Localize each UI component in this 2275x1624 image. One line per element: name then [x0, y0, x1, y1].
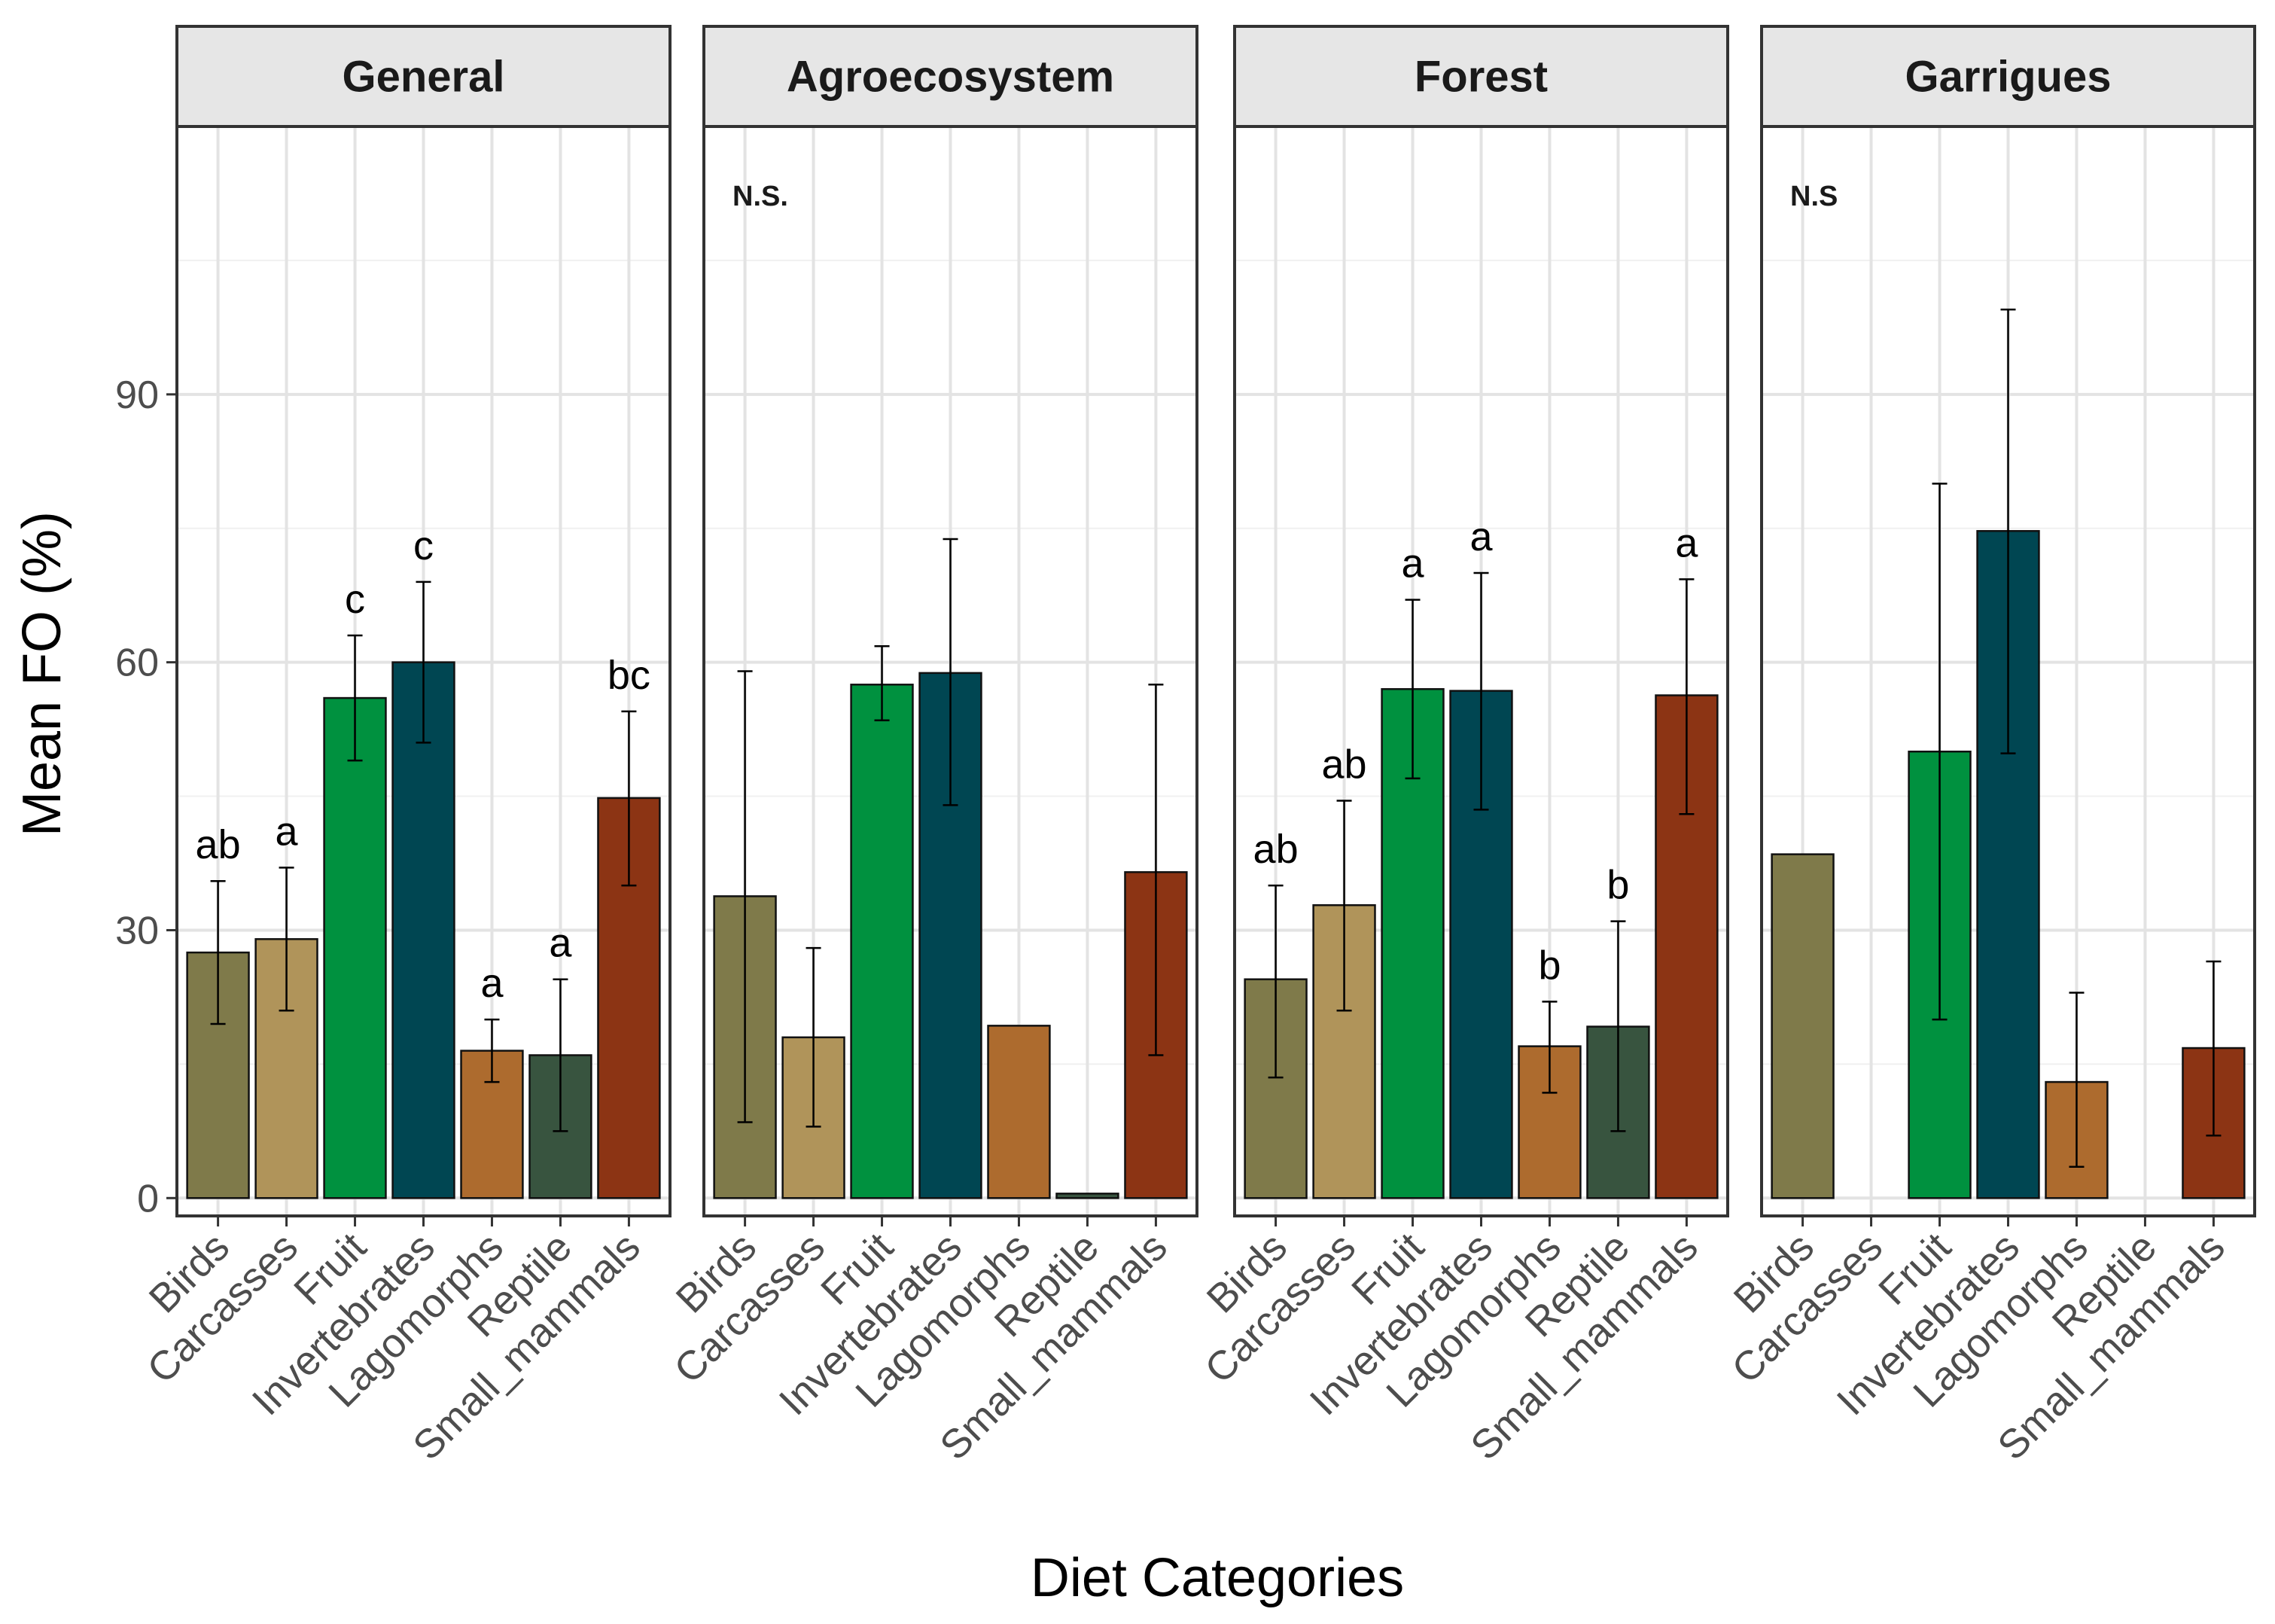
significance-letter: ab: [196, 822, 241, 867]
significance-letter: bc: [608, 653, 650, 698]
significance-letter: c: [413, 523, 434, 568]
bar-fruit: [323, 696, 387, 1199]
significance-letter: c: [345, 577, 365, 622]
facet-strip: [1233, 25, 1729, 128]
bar-fruit: [850, 684, 914, 1199]
y-tick-label: 0: [137, 1177, 159, 1220]
significance-letter: b: [1538, 943, 1561, 988]
error-bar-fruit: [347, 634, 363, 762]
bar-reptile: [1055, 1193, 1119, 1199]
significance-letter: ab: [1253, 827, 1299, 872]
error-bar-fruit: [1932, 483, 1948, 1021]
error-bar-fruit: [874, 645, 890, 721]
error-bar-carcasses: [1336, 800, 1352, 1012]
facet-strip-label: General: [343, 53, 505, 102]
panel-agroecosystem: N.S.AgroecosystemBirdsCarcassesFruitInve…: [665, 25, 1198, 1469]
error-bar-invertebrates: [1473, 571, 1489, 811]
error-bar-lagomorphs: [1542, 1001, 1558, 1094]
y-axis: 0 30 60 90: [115, 373, 177, 1220]
facet-strip: [1760, 25, 2256, 128]
error-bar-invertebrates: [416, 580, 431, 744]
panels: ab accaabcGeneralBirdsCarcassesFruitInver…: [139, 25, 2256, 1469]
facet-strip-label: Agroecosystem: [787, 53, 1114, 102]
facet-strip: [702, 25, 1198, 128]
error-bar-carcasses: [279, 867, 294, 1012]
significance-letter: ab: [1322, 742, 1367, 787]
error-bar-invertebrates: [943, 538, 958, 806]
x-axis-title: Diet Categories: [1031, 1548, 1404, 1608]
facet-strip: [175, 25, 672, 128]
error-bar-small_mammals: [2206, 960, 2222, 1137]
error-bar-birds: [210, 879, 226, 1025]
error-bar-lagomorphs: [484, 1018, 500, 1083]
facet-strip-label: Garrigues: [1905, 53, 2112, 102]
significance-annotation: N.S: [1790, 181, 1838, 212]
y-tick-label: 30: [115, 909, 159, 952]
error-bar-small_mammals: [1148, 684, 1164, 1056]
significance-letter: a: [480, 961, 504, 1006]
error-bar-birds: [737, 670, 753, 1123]
error-bar-lagomorphs: [2069, 992, 2085, 1168]
error-bar-fruit: [1405, 599, 1421, 780]
y-axis-title: Mean FO (%): [12, 511, 72, 836]
significance-letter: b: [1607, 863, 1629, 908]
panel-garrigues: N.SGarriguesBirdsCarcassesFruitInvertebr…: [1723, 25, 2256, 1469]
y-tick-label: 60: [115, 641, 159, 685]
significance-annotation: N.S.: [732, 181, 788, 212]
error-bar-birds: [1268, 884, 1284, 1079]
significance-letter: a: [1675, 520, 1698, 565]
significance-letter: a: [1469, 514, 1493, 559]
error-bar-invertebrates: [2000, 308, 2016, 754]
error-bar-reptile: [1610, 920, 1626, 1132]
significance-letter: a: [549, 921, 572, 966]
y-tick-label: 90: [115, 373, 159, 417]
error-bar-carcasses: [806, 946, 821, 1128]
panel-general: ab accaabcGeneralBirdsCarcassesFruitInver…: [139, 25, 672, 1469]
error-bar-reptile: [553, 978, 568, 1132]
facet-strip-label: Forest: [1415, 53, 1548, 102]
significance-letter: a: [1402, 541, 1425, 587]
error-bar-small_mammals: [1679, 578, 1695, 815]
panel-forest: ababaabbaForestBirdsCarcassesFruitInvert…: [1196, 25, 1729, 1469]
bar-birds: [1771, 853, 1835, 1199]
significance-letter: a: [276, 809, 299, 854]
error-bar-small_mammals: [621, 710, 637, 887]
bar-lagomorphs: [987, 1025, 1051, 1199]
